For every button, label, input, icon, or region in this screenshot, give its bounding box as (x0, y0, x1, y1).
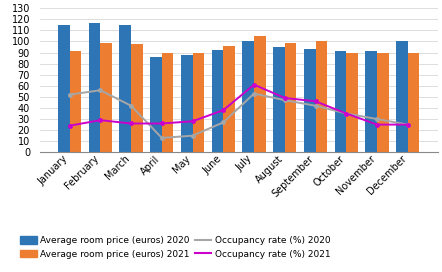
Bar (181, 55, 193, 152)
Bar (162, 52, 174, 152)
Bar (223, 46, 235, 152)
Bar (273, 47, 285, 152)
Bar (347, 52, 358, 152)
Bar (408, 52, 419, 152)
Bar (285, 42, 297, 152)
Bar (366, 51, 377, 152)
Bar (335, 51, 347, 152)
Bar (119, 25, 131, 152)
Bar (254, 36, 266, 152)
Bar (131, 44, 143, 152)
Bar (212, 50, 223, 152)
Bar (88, 23, 100, 152)
Bar (396, 41, 408, 152)
Bar (316, 41, 327, 152)
Bar (304, 49, 316, 152)
Bar (150, 57, 162, 152)
Bar (58, 25, 69, 152)
Bar (242, 41, 254, 152)
Bar (377, 52, 389, 152)
Bar (193, 52, 204, 152)
Legend: Average room price (euros) 2020, Average room price (euros) 2021, Occupancy rate: Average room price (euros) 2020, Average… (20, 236, 331, 259)
Bar (69, 51, 81, 152)
Bar (100, 42, 112, 152)
